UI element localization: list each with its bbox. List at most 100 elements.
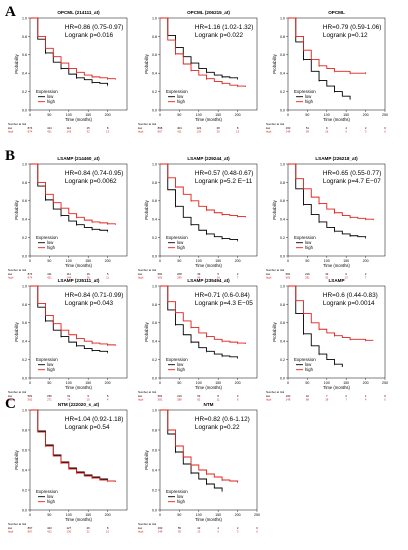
risk-count: 96 xyxy=(197,276,201,280)
y-tick-label: 1.0 xyxy=(280,284,285,288)
risk-count: 53 xyxy=(197,394,201,398)
legend-title: Expression xyxy=(166,357,188,362)
x-tick-label: 150 xyxy=(343,381,349,385)
y-axis-label: Probability xyxy=(272,321,277,341)
x-tick-label: 50 xyxy=(177,259,181,263)
risk-count: 14 xyxy=(217,276,221,280)
risk-table-label: Number at risk xyxy=(8,522,27,526)
risk-count: 299 xyxy=(177,276,182,280)
y-tick-label: 1.0 xyxy=(22,284,27,288)
risk-count: 28 xyxy=(217,126,221,130)
risk-count: low xyxy=(138,272,143,276)
chart-title: NTM (222020_s_at) xyxy=(58,402,100,407)
legend-label: low xyxy=(305,362,312,367)
risk-count: 412 xyxy=(47,530,52,534)
x-tick-label: 0 xyxy=(287,259,289,263)
risk-count: 4 xyxy=(217,526,219,530)
series-line-low xyxy=(160,285,239,358)
hazard-ratio-label: HR=0.6 (0.44-0.83) xyxy=(323,292,378,299)
risk-count: 11 xyxy=(106,276,109,280)
plot-frame xyxy=(29,163,128,257)
y-tick-label: 0.0 xyxy=(22,376,27,380)
risk-count: 28 xyxy=(87,276,91,280)
x-tick-label: 200 xyxy=(235,259,241,263)
series-line-high xyxy=(30,409,116,482)
series-line-high xyxy=(30,17,116,80)
chart-title: LSAMP xyxy=(328,278,344,283)
x-tick-label: 0 xyxy=(29,381,31,385)
risk-count: 160 xyxy=(158,526,163,530)
risk-count: 4 xyxy=(345,126,347,130)
x-tick-label: 0 xyxy=(29,513,31,517)
risk-table-label: Number at risk xyxy=(8,122,27,126)
risk-count: 6 xyxy=(345,272,347,276)
y-axis-label: Probability xyxy=(14,199,19,219)
y-tick-label: 1.0 xyxy=(22,162,27,166)
y-tick-label: 0.2 xyxy=(152,90,157,94)
x-tick-label: 150 xyxy=(343,259,349,263)
risk-count: 10 xyxy=(87,398,91,402)
series-line-high xyxy=(160,163,246,218)
risk-count: 16 xyxy=(87,272,91,276)
risk-count: 1 xyxy=(365,394,367,398)
series-line-high xyxy=(160,409,239,482)
risk-count: 7 xyxy=(365,276,367,280)
risk-count: 2 xyxy=(237,272,239,276)
risk-count: 4 xyxy=(365,398,367,402)
logrank-label: Logrank p=0.0062 xyxy=(65,178,117,185)
y-tick-label: 0.6 xyxy=(22,448,27,452)
series-line-high xyxy=(30,285,116,346)
risk-table-label: Number at risk xyxy=(138,268,157,272)
risk-count: 8 xyxy=(237,126,239,130)
y-tick-label: 0.2 xyxy=(152,358,157,362)
risk-count: 6 xyxy=(237,398,239,402)
risk-count: 10 xyxy=(106,530,110,534)
y-tick-label: 0.6 xyxy=(22,53,27,57)
legend-title: Expression xyxy=(36,489,58,494)
risk-count: low xyxy=(8,272,13,276)
legend-title: Expression xyxy=(36,89,58,94)
risk-count: 404 xyxy=(177,126,182,130)
km-chart-1: OPCML (214111_at) 0.0 0.2 0.4 0.6 0.8 1.0 0 50 10… xyxy=(8,10,128,134)
chart-title: OPCML (214111_at) xyxy=(57,10,100,15)
y-tick-label: 1.0 xyxy=(280,162,285,166)
y-tick-label: 0.2 xyxy=(280,236,285,240)
risk-count: 0 xyxy=(384,130,386,134)
y-tick-label: 0.6 xyxy=(22,321,27,325)
risk-count: 4 xyxy=(107,398,109,402)
y-tick-label: 0.8 xyxy=(22,428,27,432)
risk-count: 16 xyxy=(325,130,329,134)
y-tick-label: 0.6 xyxy=(22,199,27,203)
y-tick-label: 1.0 xyxy=(22,16,27,20)
risk-count: 874 xyxy=(28,130,33,134)
x-tick-label: 0 xyxy=(287,381,289,385)
y-tick-label: 0.0 xyxy=(22,108,27,112)
risk-count: 127 xyxy=(66,526,71,530)
y-tick-label: 0.2 xyxy=(152,236,157,240)
x-tick-label: 150 xyxy=(343,113,349,117)
y-tick-label: 0.0 xyxy=(280,376,285,380)
panel-letter-c: C xyxy=(5,396,16,412)
risk-table-label: Number at risk xyxy=(138,522,157,526)
chart-title: LSAMP (235111_at) xyxy=(58,278,100,283)
series-line-low xyxy=(288,285,343,367)
risk-count: 135 xyxy=(196,130,201,134)
y-tick-label: 0.4 xyxy=(152,218,157,222)
x-tick-label: 50 xyxy=(305,113,309,117)
legend-label: low xyxy=(47,94,54,99)
logrank-label: Logrank p=0.12 xyxy=(323,32,368,39)
y-tick-label: 0.6 xyxy=(152,53,157,57)
risk-count: 13 xyxy=(106,130,110,134)
risk-count: high xyxy=(8,398,14,402)
legend-label: low xyxy=(177,240,184,245)
chart-title: LSAMP (214460_at) xyxy=(57,156,100,161)
risk-count: 236 xyxy=(47,394,52,398)
hazard-ratio-label: HR=1.04 (0.92-1.18) xyxy=(65,416,123,423)
hazard-ratio-label: HR=0.82 (0.6-1.12) xyxy=(195,416,250,423)
chart-title: LSAMP (229244_at) xyxy=(187,156,230,161)
risk-count: 3 xyxy=(237,530,239,534)
risk-table-label: Number at risk xyxy=(138,122,157,126)
risk-table-label: Number at risk xyxy=(8,268,27,272)
